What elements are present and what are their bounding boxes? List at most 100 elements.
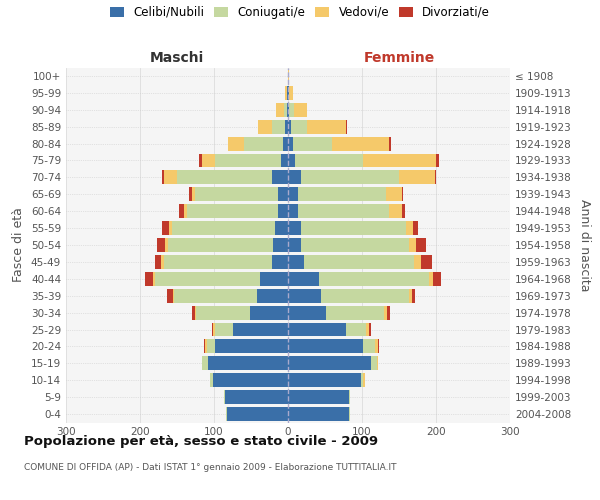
Bar <box>250 306 288 320</box>
Bar <box>346 322 367 336</box>
Bar <box>283 136 288 150</box>
Bar <box>293 136 332 150</box>
Bar <box>288 86 289 100</box>
Bar <box>298 188 386 201</box>
Bar <box>288 272 319 285</box>
Bar <box>319 272 428 285</box>
Bar <box>409 289 412 302</box>
Bar <box>287 86 288 100</box>
Bar <box>154 272 155 285</box>
Bar <box>416 238 427 252</box>
Bar <box>161 255 164 269</box>
Bar <box>387 306 390 320</box>
Text: COMUNE DI OFFIDA (AP) - Dati ISTAT 1° gennaio 2009 - Elaborazione TUTTITALIA.IT: COMUNE DI OFFIDA (AP) - Dati ISTAT 1° ge… <box>24 462 397 471</box>
Bar <box>287 103 288 117</box>
Bar <box>215 340 288 353</box>
Bar <box>278 204 288 218</box>
Bar <box>370 322 371 336</box>
Bar <box>298 204 389 218</box>
Bar <box>413 221 418 235</box>
Bar <box>244 136 283 150</box>
Bar <box>212 374 288 387</box>
Bar <box>377 356 378 370</box>
Bar <box>433 272 441 285</box>
Bar <box>301 221 406 235</box>
Bar <box>402 188 403 201</box>
Bar <box>377 340 379 353</box>
Bar <box>364 374 365 387</box>
Bar <box>288 374 361 387</box>
Bar <box>349 390 350 404</box>
Bar <box>389 136 391 150</box>
Bar <box>301 238 409 252</box>
Bar <box>285 86 287 100</box>
Bar <box>272 120 285 134</box>
Bar <box>206 340 215 353</box>
Bar <box>288 120 291 134</box>
Bar <box>199 154 202 168</box>
Bar <box>208 356 288 370</box>
Bar <box>288 188 298 201</box>
Bar <box>288 255 304 269</box>
Bar <box>384 306 387 320</box>
Bar <box>192 188 195 201</box>
Y-axis label: Anni di nascita: Anni di nascita <box>578 198 591 291</box>
Bar <box>428 272 433 285</box>
Bar <box>164 170 177 184</box>
Bar <box>289 86 293 100</box>
Bar <box>371 356 377 370</box>
Bar <box>162 221 169 235</box>
Bar <box>260 272 288 285</box>
Bar <box>212 322 213 336</box>
Bar <box>174 289 257 302</box>
Bar <box>322 289 409 302</box>
Bar <box>389 204 402 218</box>
Bar <box>288 221 301 235</box>
Bar <box>281 154 288 168</box>
Bar <box>434 170 436 184</box>
Bar <box>173 289 174 302</box>
Bar <box>145 272 154 285</box>
Text: Maschi: Maschi <box>150 51 204 65</box>
Bar <box>288 154 295 168</box>
Bar <box>172 221 275 235</box>
Bar <box>364 154 436 168</box>
Bar <box>272 255 288 269</box>
Bar <box>195 306 196 320</box>
Bar <box>285 120 288 134</box>
Bar <box>196 306 250 320</box>
Bar <box>288 306 326 320</box>
Bar <box>276 103 284 117</box>
Bar <box>301 170 399 184</box>
Bar <box>227 407 288 421</box>
Bar <box>195 188 278 201</box>
Bar <box>326 306 384 320</box>
Bar <box>272 170 288 184</box>
Bar <box>224 390 225 404</box>
Bar <box>167 289 173 302</box>
Bar <box>414 255 421 269</box>
Bar <box>289 103 294 117</box>
Bar <box>162 170 164 184</box>
Bar <box>259 120 272 134</box>
Bar <box>386 188 402 201</box>
Bar <box>165 238 168 252</box>
Bar <box>209 374 212 387</box>
Bar <box>349 407 350 421</box>
Bar <box>288 238 301 252</box>
Bar <box>288 407 349 421</box>
Bar <box>187 204 278 218</box>
Bar <box>275 221 288 235</box>
Bar <box>288 69 289 83</box>
Bar <box>436 154 439 168</box>
Bar <box>288 204 298 218</box>
Bar <box>202 154 215 168</box>
Bar <box>179 204 184 218</box>
Bar <box>288 356 371 370</box>
Bar <box>288 170 301 184</box>
Bar <box>213 322 215 336</box>
Bar <box>288 289 322 302</box>
Bar <box>164 255 272 269</box>
Bar <box>192 306 195 320</box>
Bar <box>304 255 414 269</box>
